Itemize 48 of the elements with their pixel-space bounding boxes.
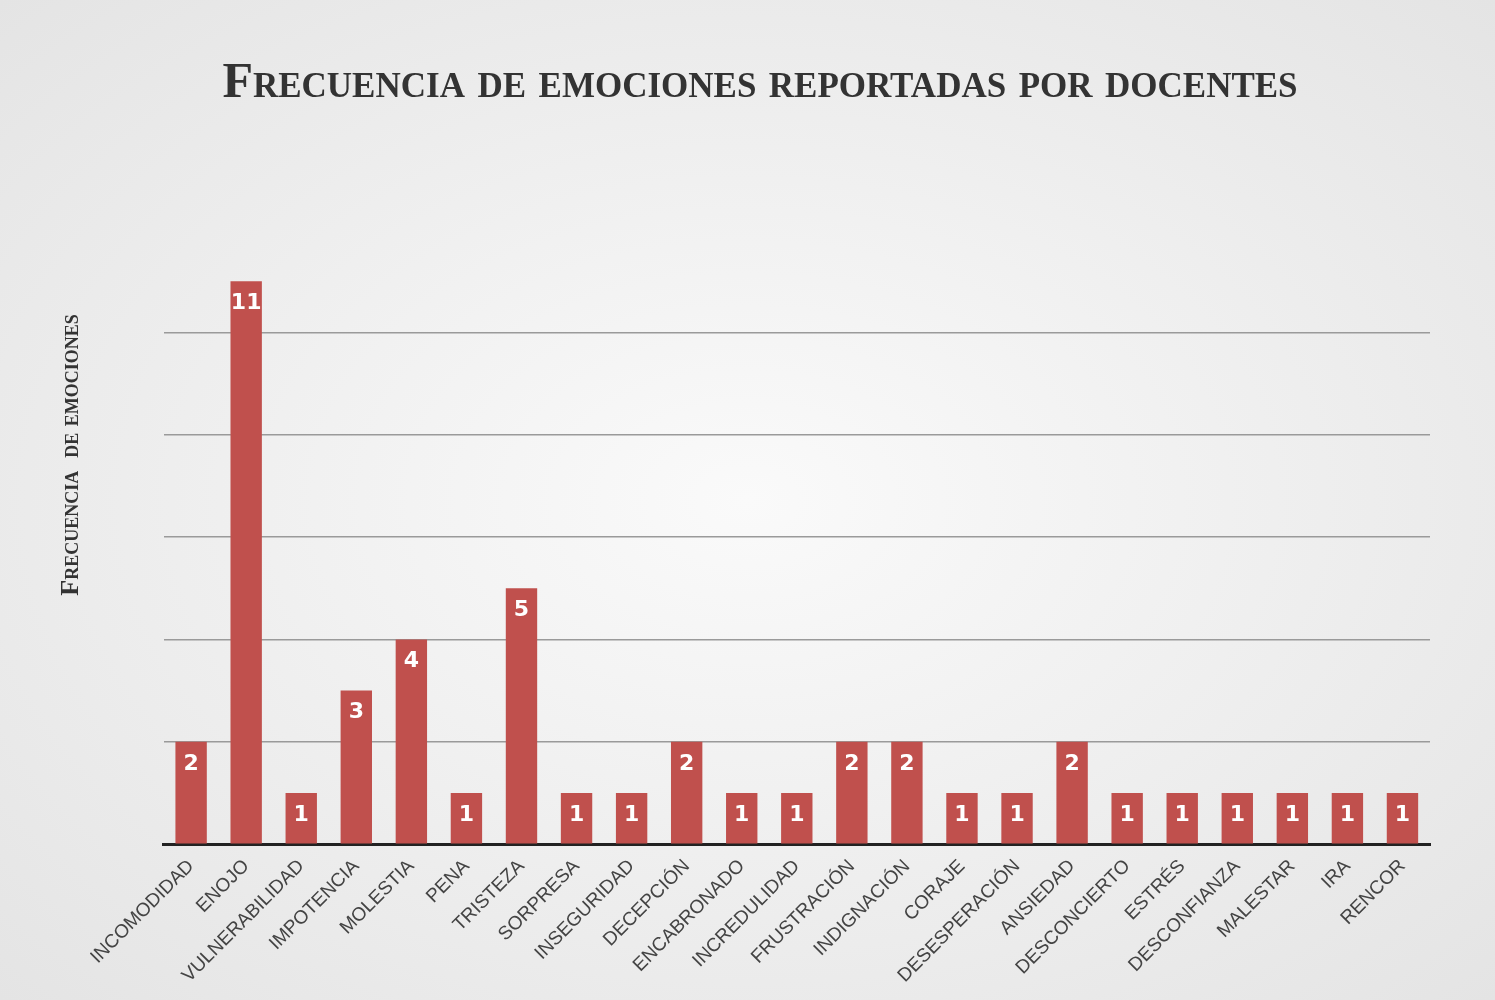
bar	[450, 792, 483, 844]
data-label: 2	[899, 749, 915, 775]
bar	[891, 741, 923, 844]
data-label: 4	[403, 647, 420, 673]
bar	[340, 690, 372, 844]
data-label: 2	[1064, 749, 1080, 775]
data-label: 2	[183, 749, 199, 775]
bar	[505, 588, 538, 844]
data-label: 1	[1394, 800, 1411, 826]
bar	[946, 792, 978, 844]
data-label: 1	[458, 800, 475, 826]
data-label: 1	[1174, 800, 1190, 826]
data-label: 1	[1229, 800, 1245, 826]
bar	[836, 741, 868, 844]
bar	[1166, 792, 1198, 844]
bar	[175, 741, 207, 844]
bar	[670, 741, 703, 844]
bar	[285, 792, 317, 844]
data-label: 1	[293, 800, 309, 826]
data-label: 1	[1284, 800, 1300, 826]
bar	[395, 639, 428, 844]
bar	[560, 792, 593, 844]
data-label: 2	[679, 749, 695, 775]
bar	[230, 281, 262, 844]
data-label: 2	[844, 749, 860, 775]
data-label: 1	[954, 800, 970, 826]
data-label: 1	[789, 800, 805, 826]
bar	[1111, 792, 1143, 844]
data-label: 1	[623, 800, 640, 826]
bar	[1001, 792, 1033, 844]
data-label: 1	[568, 800, 585, 826]
data-label: 11	[230, 288, 262, 314]
y-axis-title: Frecuencia de emociones	[55, 313, 85, 598]
bar	[1056, 741, 1088, 844]
data-label: 5	[513, 595, 530, 621]
data-label: 3	[348, 698, 364, 724]
bar	[781, 792, 813, 844]
bar	[1386, 792, 1419, 844]
bar	[615, 792, 648, 844]
data-label: 1	[1339, 800, 1356, 826]
data-label: 1	[1009, 800, 1025, 826]
bar	[1331, 792, 1364, 844]
bar	[1276, 792, 1309, 844]
bar	[726, 792, 758, 844]
bar	[1221, 792, 1253, 844]
chart-title: Frecuencia de emociones reportadas por docentes	[221, 51, 1299, 110]
data-label: 1	[1119, 800, 1135, 826]
data-label: 1	[734, 800, 750, 826]
